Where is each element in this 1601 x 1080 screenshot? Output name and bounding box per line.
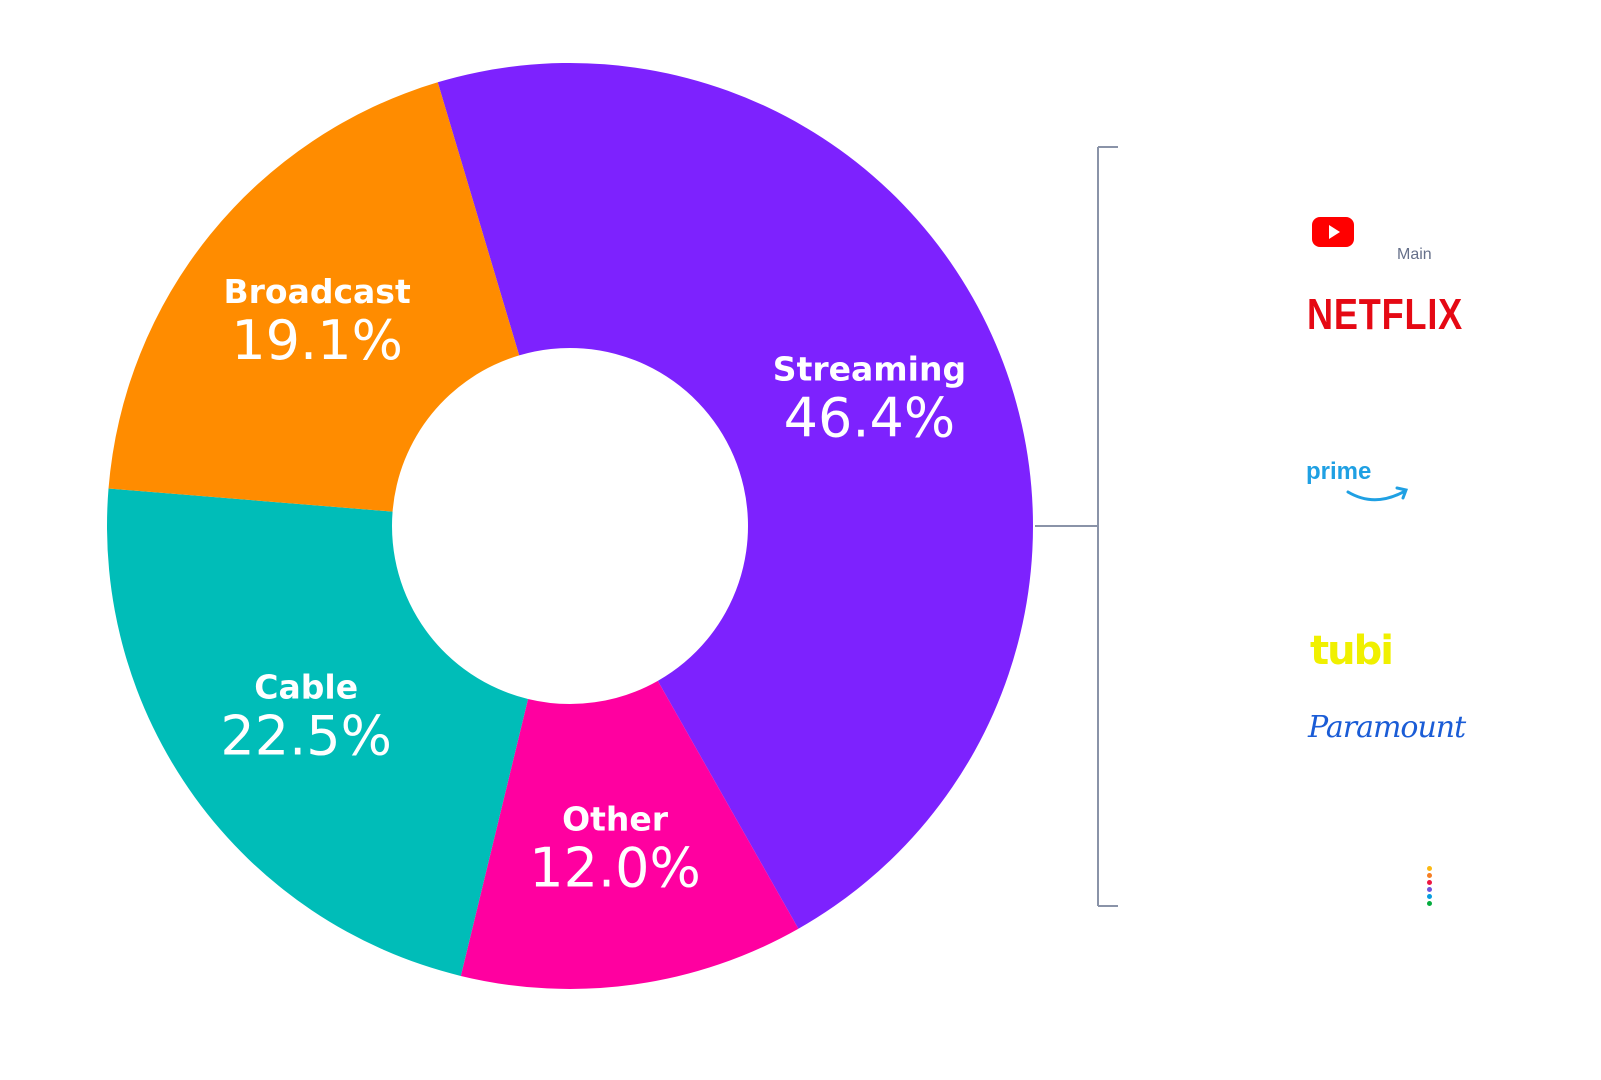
peacock-dots-icon <box>1427 866 1433 908</box>
tubi-logo: tubi <box>1310 628 1394 674</box>
slice-value-other: 12.0% <box>529 836 701 899</box>
slice-label-cable: Cable <box>254 668 358 707</box>
slice-value-broadcast: 19.1% <box>231 309 403 372</box>
peacock-dot <box>1427 894 1432 899</box>
streaming-bracket <box>1035 146 1118 907</box>
peacock-dot <box>1427 901 1432 906</box>
youtube-icon <box>1312 217 1354 247</box>
slice-value-cable: 22.5% <box>220 705 392 768</box>
prime-smile-icon <box>1346 489 1407 502</box>
slice-cable <box>106 488 529 976</box>
peacock-dot <box>1427 866 1432 871</box>
prime-logo: prime <box>1306 458 1372 485</box>
slice-label-other: Other <box>562 799 669 838</box>
donut-slices <box>106 62 1034 989</box>
slice-value-streaming: 46.4% <box>784 386 956 449</box>
paramount-logo: Paramount <box>1308 710 1466 745</box>
netflix-logo: NETFLIX <box>1307 290 1464 339</box>
slice-broadcast <box>108 82 520 512</box>
peacock-dot <box>1427 873 1432 878</box>
peacock-dot <box>1427 880 1432 885</box>
peacock-dot <box>1427 887 1432 892</box>
slice-streaming <box>437 62 1034 929</box>
slice-label-broadcast: Broadcast <box>223 272 410 311</box>
youtube-main-label: Main <box>1397 246 1432 263</box>
slice-label-streaming: Streaming <box>773 349 966 388</box>
prime-arrow-icon <box>1395 486 1409 500</box>
slice-other <box>460 680 799 989</box>
